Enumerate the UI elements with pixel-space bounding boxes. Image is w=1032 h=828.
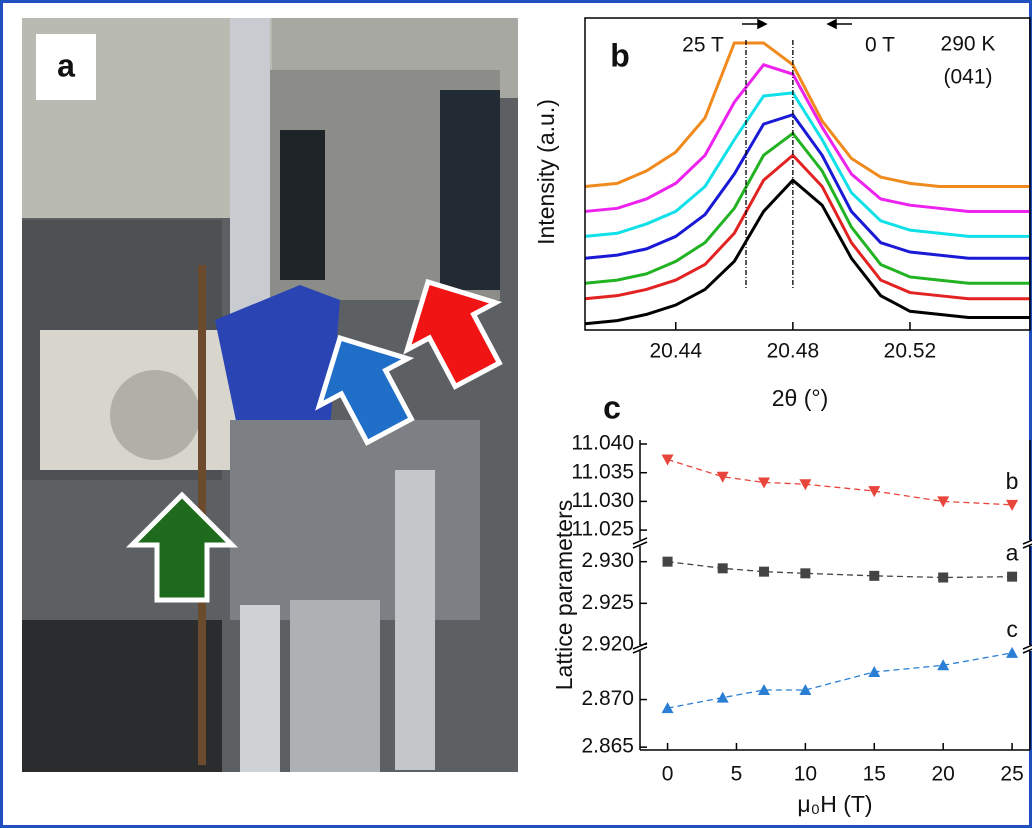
x-tick-label: 0 [662,763,674,786]
marker [800,568,811,579]
marker [937,659,950,671]
marker [1006,646,1019,658]
x-tick-label: 25 [1000,763,1023,786]
y-tick-label: 11.030 [571,489,634,512]
y-tick-label: 11.035 [571,460,634,483]
axis-break [1023,540,1032,546]
axis-break [632,541,648,549]
x-tick-label: 15 [863,763,886,786]
panel-label: b [610,37,630,73]
annotation: 0 T [865,34,895,57]
panel-label: c [603,389,621,425]
marker [799,479,812,491]
curve [584,153,1030,301]
x-tick-label: 20.48 [767,340,820,363]
x-tick-label: 20.44 [649,340,702,363]
annotation: (041) [943,66,992,89]
axis-break [632,646,648,654]
axis-break [633,645,647,651]
marker [716,471,729,483]
marker [1007,571,1018,582]
marker [868,486,881,498]
marker [661,454,674,466]
x-tick-label: 20.52 [884,340,937,363]
axis-break [632,642,648,650]
marker [799,684,812,696]
axis-break [1022,644,1032,650]
x-axis-label: μ₀H (T) [797,791,872,817]
y-tick-label: 2.920 [581,633,634,656]
panel-label: a [57,47,75,83]
series-label: a [1006,540,1019,566]
marker [869,570,880,581]
axis-break [632,537,648,545]
axis-break [1022,648,1032,654]
axis-break [1022,539,1032,545]
y-tick-label: 2.865 [581,735,634,758]
plot-frame [584,17,1031,331]
y-tick-label: 2.870 [581,687,634,710]
annotation: 25 T [682,34,724,57]
y-tick-label: 11.025 [571,518,634,541]
y-axis-label: Lattice parameters [551,500,577,690]
marker [661,702,674,714]
y-tick-label: 2.925 [581,591,634,614]
axis-break [1023,645,1032,651]
marker [868,665,881,677]
x-tick-label: 20 [932,763,955,786]
series-label: c [1006,616,1018,642]
y-tick-label: 11.040 [571,432,634,455]
annotation: 290 K [941,33,996,56]
marker [758,477,771,489]
marker [1006,499,1019,511]
axis-break [633,540,647,546]
y-axis-label: Intensity (a.u.) [533,99,559,245]
marker [662,556,673,567]
marker [716,691,729,703]
x-axis-label: 2θ (°) [772,385,829,411]
series-label: b [1006,468,1019,494]
arrows [742,18,852,30]
y-tick-label: 2.930 [581,549,634,572]
marker [938,572,949,583]
x-tick-label: 5 [731,763,743,786]
axis-break [1022,543,1032,549]
marker [759,566,770,577]
marker [937,496,950,508]
x-tick-label: 10 [794,763,817,786]
marker [717,563,728,574]
marker [758,684,771,696]
photo [22,18,518,772]
